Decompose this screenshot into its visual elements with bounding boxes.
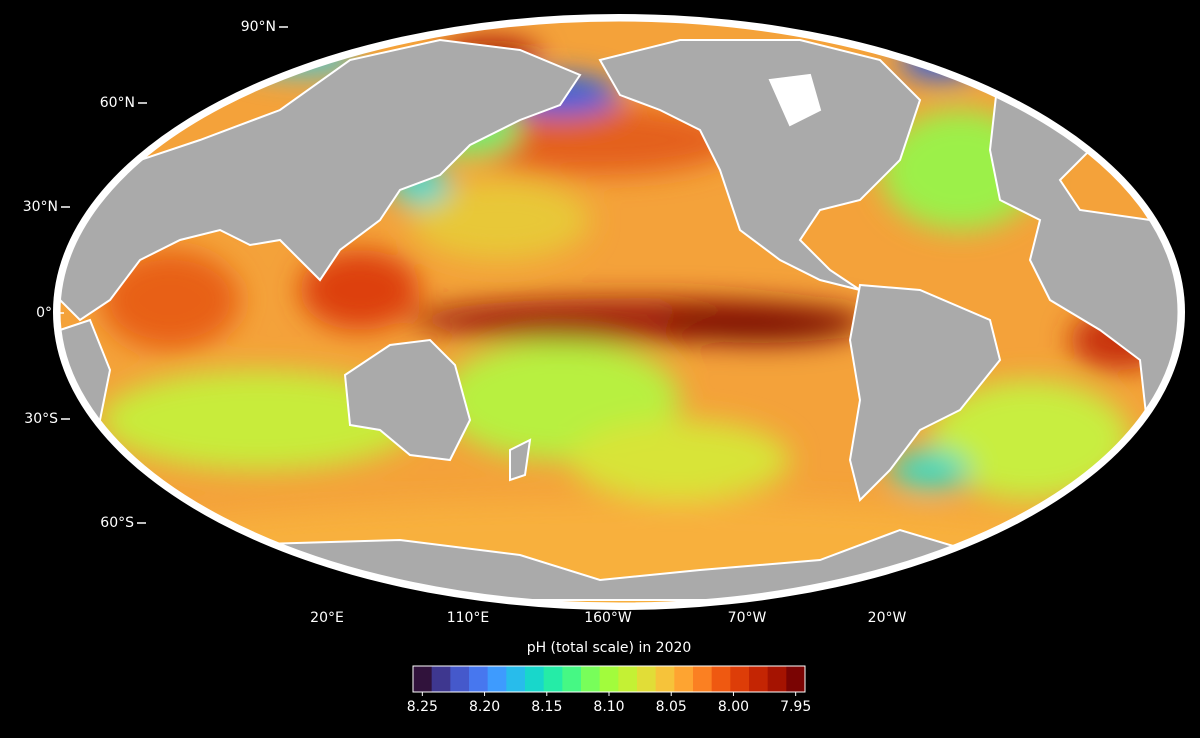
colorbar-swatch bbox=[749, 666, 769, 692]
colorbar-title: pH (total scale) in 2020 bbox=[527, 640, 692, 656]
map bbox=[53, 14, 1185, 610]
graticule-labels: 90°N 60°N 30°N 0° 30°S 60°S 20°E 110°E 160°W 70°W… bbox=[23, 19, 907, 626]
lat-label: 30°S bbox=[24, 411, 58, 427]
colorbar-tick-label: 7.95 bbox=[780, 699, 811, 715]
colorbar: pH (total scale) in 2020 8.25 8.20 8.15 8.1… bbox=[407, 640, 812, 715]
colorbar-swatch bbox=[506, 666, 526, 692]
colorbar-swatch bbox=[655, 666, 675, 692]
colorbar-swatch bbox=[693, 666, 713, 692]
colorbar-swatch bbox=[599, 666, 619, 692]
colorbar-swatch bbox=[711, 666, 731, 692]
colorbar-swatch bbox=[487, 666, 507, 692]
colorbar-swatch bbox=[730, 666, 750, 692]
colorbar-swatch bbox=[525, 666, 545, 692]
lon-label: 110°E bbox=[447, 610, 490, 626]
colorbar-swatch bbox=[450, 666, 470, 692]
lat-label: 60°N bbox=[100, 95, 135, 111]
map-border bbox=[57, 18, 1181, 606]
colorbar-tick-label: 8.10 bbox=[593, 699, 624, 715]
colorbar-swatch bbox=[637, 666, 657, 692]
colorbar-swatch bbox=[562, 666, 582, 692]
colorbar-swatch bbox=[674, 666, 694, 692]
colorbar-swatch bbox=[767, 666, 787, 692]
colorbar-tick-label: 8.20 bbox=[469, 699, 500, 715]
ocean-ph-field bbox=[59, 20, 1179, 604]
colorbar-swatch bbox=[581, 666, 601, 692]
colorbar-tick-label: 8.15 bbox=[531, 699, 562, 715]
lat-label: 60°S bbox=[100, 515, 134, 531]
colorbar-tick-label: 8.25 bbox=[407, 699, 438, 715]
colorbar-tick-label: 8.00 bbox=[718, 699, 749, 715]
lon-label: 20°W bbox=[868, 610, 907, 626]
colorbar-swatch bbox=[431, 666, 451, 692]
colorbar-swatch bbox=[618, 666, 638, 692]
colorbar-tick-label: 8.05 bbox=[656, 699, 687, 715]
colorbar-swatch bbox=[786, 666, 806, 692]
lat-label: 90°N bbox=[241, 19, 276, 35]
colorbar-swatch bbox=[413, 666, 433, 692]
lon-label: 20°E bbox=[310, 610, 344, 626]
lon-label: 70°W bbox=[728, 610, 767, 626]
colorbar-swatch bbox=[469, 666, 489, 692]
lat-label: 30°N bbox=[23, 199, 58, 215]
lon-label: 160°W bbox=[584, 610, 632, 626]
colorbar-swatch bbox=[543, 666, 563, 692]
lat-label: 0° bbox=[36, 305, 52, 321]
